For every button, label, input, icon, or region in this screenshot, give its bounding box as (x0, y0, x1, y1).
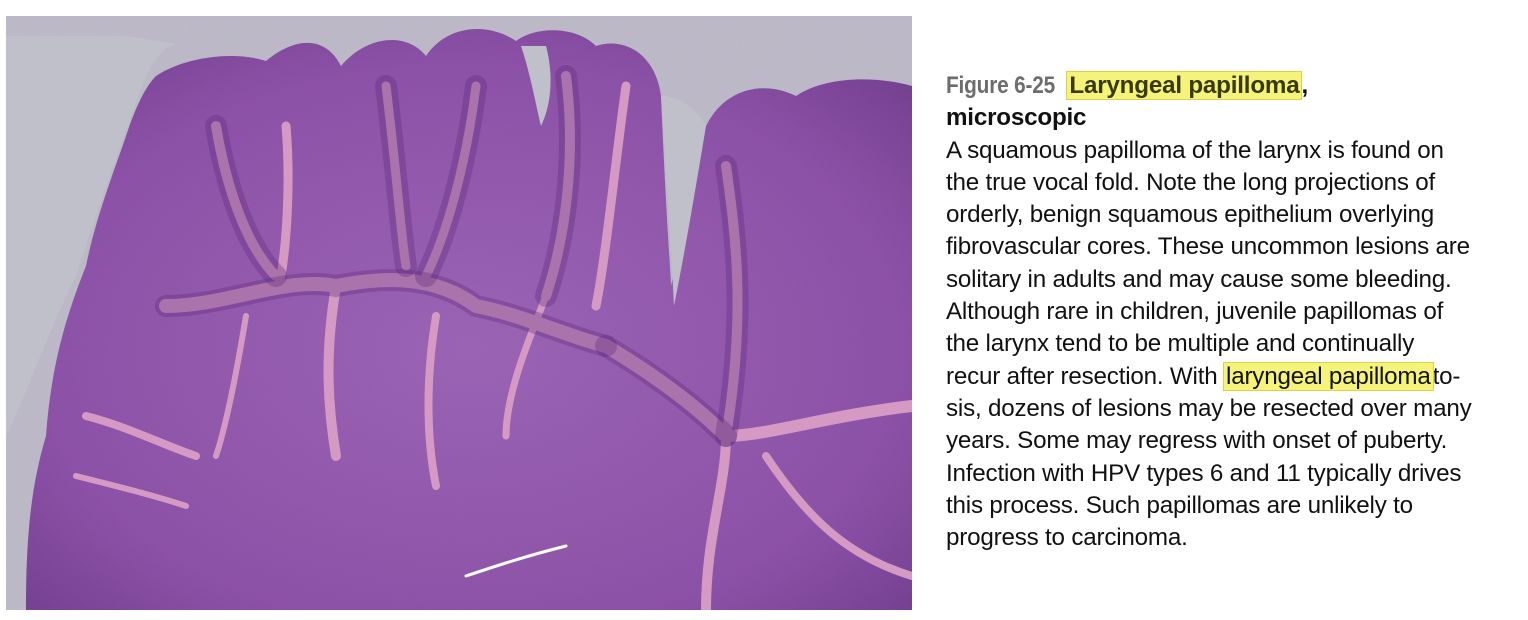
figure-caption: Figure 6-25 Laryngeal papilloma, microsc… (946, 70, 1521, 554)
caption-line: solitary in adults and may cause some bl… (946, 265, 1452, 293)
micrograph-image (6, 16, 912, 610)
fibrovascular-cores (73, 71, 912, 610)
caption-line: Although rare in children, juvenile papi… (946, 298, 1444, 326)
line8-prefix: recur after resection. With (946, 362, 1225, 390)
caption-line: fibrovascular cores. These uncommon lesi… (946, 233, 1470, 261)
title-highlight: Laryngeal papilloma (1066, 71, 1303, 100)
caption-line: progress to carcinoma. (946, 524, 1188, 552)
title-line-2: microscopic (946, 104, 1087, 132)
caption-line: the larynx tend to be multiple and conti… (946, 330, 1415, 358)
title-comma: , (1301, 72, 1308, 99)
line8-suffix: to- (1432, 362, 1461, 390)
caption-title: Figure 6-25 Laryngeal papilloma, microsc… (946, 70, 1521, 135)
histology-micrograph-icon (6, 16, 912, 610)
figure-number: Figure 6-25 (946, 72, 1056, 99)
caption-line: years. Some may regress with onset of pu… (946, 427, 1448, 455)
caption-body: A squamous papilloma of the larynx is fo… (946, 135, 1521, 555)
caption-line: A squamous papilloma of the larynx is fo… (946, 136, 1444, 164)
caption-line: orderly, benign squamous epithelium over… (946, 201, 1435, 229)
body-highlight: laryngeal papilloma (1223, 361, 1434, 391)
caption-line: the true vocal fold. Note the long proje… (946, 168, 1436, 196)
caption-line: this process. Such papillomas are unlike… (946, 491, 1413, 519)
caption-line: sis, dozens of lesions may be resected o… (946, 394, 1472, 422)
caption-line-highlighted: recur after resection. With laryngeal pa… (946, 361, 1521, 393)
caption-line: Infection with HPV types 6 and 11 typica… (946, 459, 1462, 487)
